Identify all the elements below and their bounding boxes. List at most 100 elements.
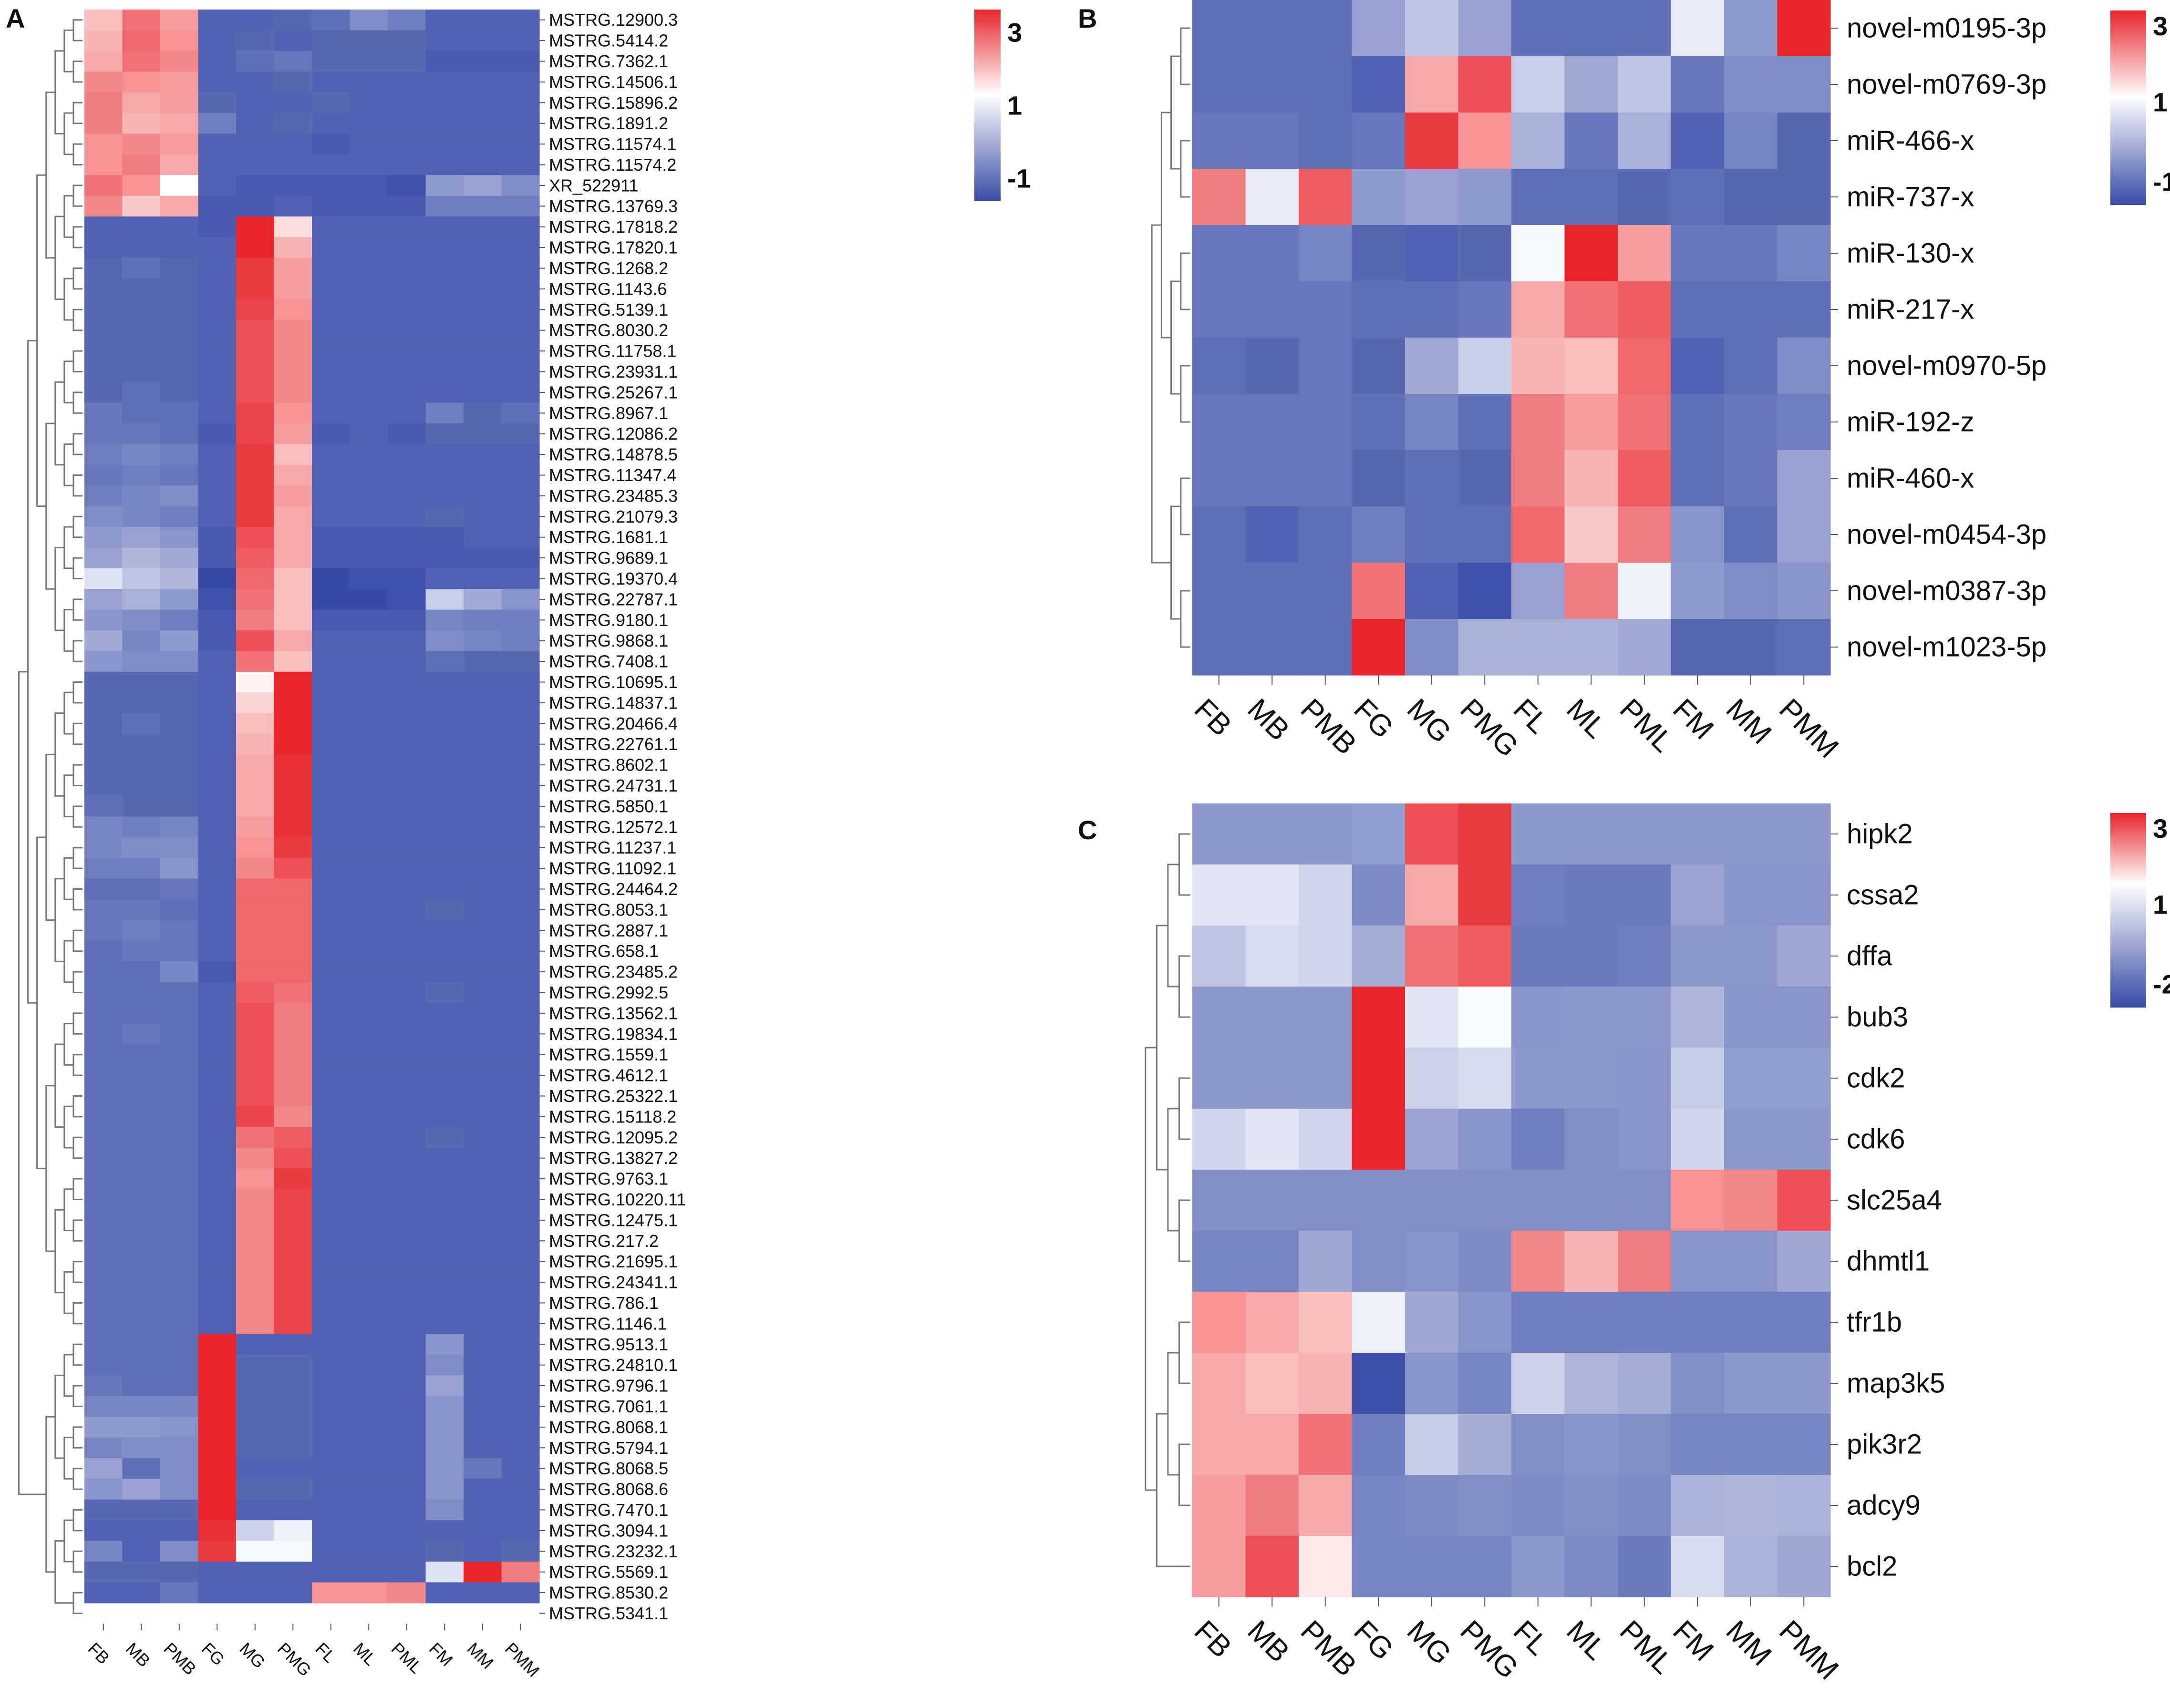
heatmap-cell — [312, 1189, 351, 1210]
row-label: cdk6 — [1847, 1124, 1905, 1155]
heatmap-cell — [274, 195, 312, 217]
heatmap-cell — [236, 1272, 275, 1293]
heatmap-cell — [236, 1458, 275, 1479]
heatmap-cell — [501, 920, 540, 941]
heatmap-cell — [236, 589, 275, 610]
heatmap-cell — [274, 278, 312, 300]
dendrogram-branch — [63, 857, 73, 900]
heatmap-cell — [84, 1003, 123, 1024]
heatmap-cell — [1618, 281, 1672, 338]
heatmap-cell — [312, 361, 351, 382]
heatmap-cell — [1724, 394, 1778, 451]
heatmap-cell — [198, 51, 237, 72]
heatmap-cell — [84, 1023, 123, 1045]
heatmap-cell — [501, 713, 540, 734]
heatmap-cell — [1511, 803, 1565, 865]
heatmap-cell — [160, 816, 199, 838]
heatmap-cell — [501, 651, 540, 672]
heatmap-cell — [236, 692, 275, 714]
heatmap-cell — [388, 878, 426, 900]
heatmap-cell — [84, 195, 123, 217]
heatmap-cell — [425, 1230, 464, 1252]
heatmap-cell — [84, 982, 123, 1003]
dendrogram-branch — [72, 1054, 83, 1076]
heatmap-cell — [425, 1313, 464, 1335]
heatmap-cell — [464, 1396, 502, 1417]
heatmap-cell — [1511, 1109, 1565, 1170]
heatmap-cell — [425, 299, 464, 320]
row-label: novel-m0387-3p — [1847, 576, 2046, 607]
column-label: ML — [1560, 692, 1612, 745]
heatmap-cell — [312, 1582, 351, 1604]
heatmap-cell — [1511, 113, 1565, 169]
row-label: MSTRG.23232.1 — [549, 1542, 678, 1561]
row-label: MSTRG.11092.1 — [549, 859, 676, 878]
column-label: MB — [122, 1639, 154, 1671]
heatmap-cell — [425, 1375, 464, 1397]
heatmap-cell — [464, 402, 502, 424]
heatmap-cell — [1618, 169, 1672, 226]
heatmap-cell — [388, 1292, 426, 1314]
heatmap-cell — [388, 51, 426, 72]
heatmap-cell — [1671, 0, 1725, 57]
legend-tick-label: -2 — [2153, 969, 2170, 999]
dendrogram-branch — [1167, 1352, 1179, 1476]
heatmap-cell — [1511, 1353, 1565, 1414]
row-label: MSTRG.5139.1 — [549, 300, 668, 319]
heatmap-cell — [122, 402, 161, 424]
heatmap-cell — [84, 382, 123, 403]
heatmap-cell — [160, 1458, 199, 1479]
heatmap-cell — [312, 692, 351, 714]
heatmap-cell — [198, 1334, 237, 1355]
row-label: MSTRG.12475.1 — [549, 1210, 678, 1230]
heatmap-cell — [501, 899, 540, 921]
heatmap-cell — [160, 1562, 199, 1583]
heatmap-cell — [1458, 1048, 1512, 1109]
heatmap-cell — [312, 464, 351, 486]
heatmap-cell — [1671, 987, 1725, 1048]
heatmap-cell — [122, 1562, 161, 1583]
column-label: MG — [236, 1639, 269, 1672]
heatmap-cell — [1671, 1048, 1725, 1109]
heatmap-cell — [160, 713, 199, 734]
heatmap-cell — [350, 816, 388, 838]
heatmap-cell — [160, 1541, 199, 1562]
heatmap-cell — [388, 1023, 426, 1045]
heatmap-cell — [312, 506, 351, 527]
heatmap-cell — [236, 1562, 275, 1583]
heatmap-cell — [388, 982, 426, 1003]
heatmap-cell — [350, 1458, 388, 1479]
heatmap-cell — [312, 982, 351, 1003]
heatmap-cell — [160, 568, 199, 589]
heatmap-cell — [350, 713, 388, 734]
heatmap-cell — [274, 51, 312, 72]
heatmap-cell — [312, 837, 351, 858]
heatmap-cell — [1192, 450, 1246, 507]
heatmap-cell — [122, 444, 161, 465]
heatmap-cell — [388, 899, 426, 921]
heatmap-cell — [84, 216, 123, 237]
heatmap-cell — [236, 1251, 275, 1272]
heatmap-cell — [350, 734, 388, 755]
heatmap-cell — [198, 754, 237, 776]
heatmap-cell — [84, 837, 123, 858]
heatmap-cell — [198, 175, 237, 196]
heatmap-cell — [274, 1065, 312, 1086]
heatmap-cell — [236, 1355, 275, 1376]
heatmap-cell — [425, 423, 464, 444]
heatmap-cell — [464, 1417, 502, 1438]
heatmap-cell — [425, 1044, 464, 1065]
dendrogram-branch — [72, 350, 83, 372]
heatmap-cell — [1564, 1109, 1618, 1170]
heatmap-cell — [274, 92, 312, 113]
heatmap-cell — [84, 423, 123, 444]
heatmap-cell — [464, 1023, 502, 1045]
heatmap-cell — [425, 982, 464, 1003]
heatmap-cell — [1671, 1414, 1725, 1475]
heatmap-cell — [160, 1582, 199, 1604]
heatmap-cell — [425, 1085, 464, 1107]
heatmap-cell — [425, 113, 464, 134]
heatmap-cell — [84, 10, 123, 31]
heatmap-cell — [388, 1251, 426, 1272]
